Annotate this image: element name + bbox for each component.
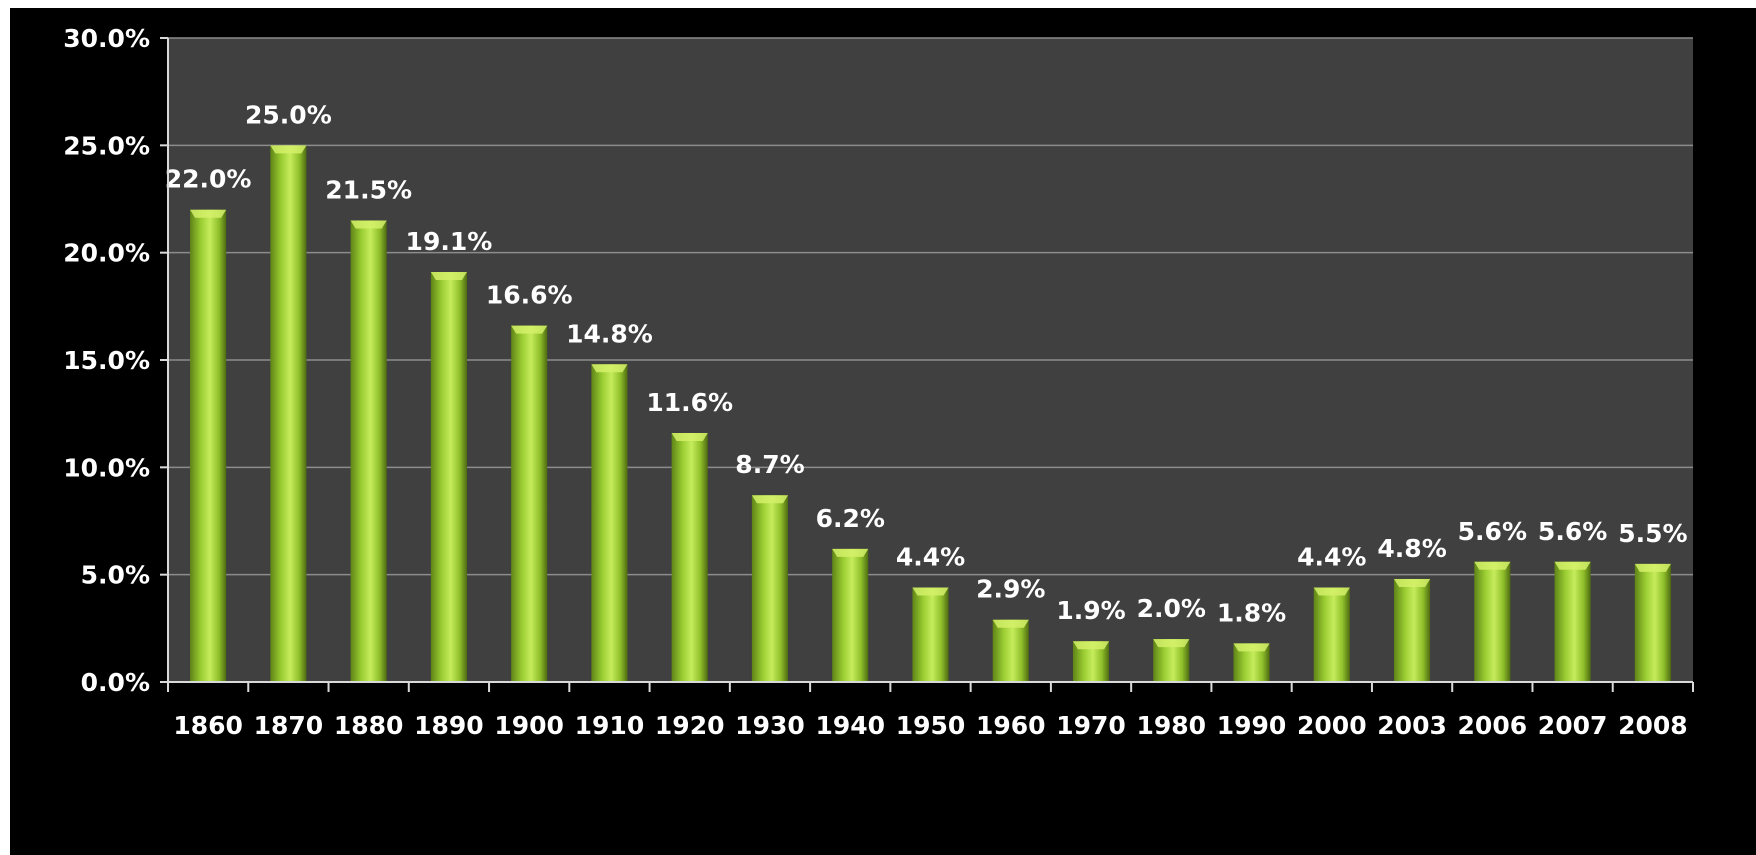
data-label: 22.0% [165, 165, 252, 194]
x-tick-label: 1890 [414, 711, 484, 740]
bar [992, 619, 1029, 682]
bar [511, 325, 548, 682]
bar [350, 220, 387, 682]
y-tick-label: 25.0% [63, 131, 150, 160]
x-tick-label: 1910 [575, 711, 645, 740]
x-tick-label: 2006 [1458, 711, 1528, 740]
y-tick-label: 20.0% [63, 239, 150, 268]
bar-cap [591, 364, 628, 373]
data-label: 4.8% [1377, 534, 1446, 563]
bar-cap [511, 325, 548, 334]
data-label: 2.9% [976, 575, 1045, 604]
x-tick-label: 1880 [334, 711, 404, 740]
data-label: 5.6% [1538, 517, 1607, 546]
bar [270, 145, 307, 683]
x-tick-label: 1950 [896, 711, 966, 740]
data-label: 6.2% [816, 504, 885, 533]
bar-cap [190, 209, 227, 218]
y-tick-label: 10.0% [63, 453, 150, 482]
data-label: 21.5% [325, 175, 412, 204]
bar [912, 587, 949, 682]
bar [1474, 561, 1511, 682]
x-tick-label: 2007 [1538, 711, 1608, 740]
bar-cap [430, 271, 467, 280]
bar [1554, 561, 1591, 682]
data-label: 4.4% [1297, 543, 1366, 572]
bar [591, 364, 628, 682]
y-tick-label: 30.0% [63, 24, 150, 53]
x-tick-label: 1960 [976, 711, 1046, 740]
bar [751, 495, 789, 682]
x-tick-label: 1970 [1056, 711, 1126, 740]
bar [832, 548, 869, 682]
x-tick-label: 1980 [1136, 711, 1206, 740]
bar-cap [1394, 578, 1431, 587]
data-label: 1.9% [1056, 596, 1125, 625]
bar-cap [1153, 639, 1190, 648]
data-label: 14.8% [566, 319, 653, 348]
x-tick-label: 1990 [1217, 711, 1287, 740]
bar [671, 432, 708, 682]
data-label: 19.1% [406, 227, 493, 256]
x-tick-label: 1870 [254, 711, 324, 740]
bar-cap [1233, 643, 1270, 652]
bar-cap [671, 432, 708, 441]
x-tick-label: 1900 [494, 711, 564, 740]
y-tick-label: 5.0% [81, 561, 150, 590]
bar-cap [992, 619, 1029, 628]
data-labels: 22.0% 25.0% 21.5% 19.1% 16.6% 14.8% 11.6% 8.7% 6… [165, 100, 1688, 627]
y-tick-label: 15.0% [63, 346, 150, 375]
gridlines [168, 37, 1693, 576]
x-tick-label: 2000 [1297, 711, 1367, 740]
data-label: 1.8% [1217, 598, 1286, 627]
chart-frame: 22.0% 25.0% 21.5% 19.1% 16.6% 14.8% 11.6% 8.7% 6… [10, 8, 1756, 855]
bars [190, 145, 1671, 683]
x-tick-label: 1920 [655, 711, 725, 740]
data-label: 5.5% [1618, 519, 1687, 548]
data-label: 2.0% [1137, 594, 1206, 623]
bar-chart: 22.0% 25.0% 21.5% 19.1% 16.6% 14.8% 11.6% 8.7% 6… [63, 24, 1694, 740]
bar-cap [1634, 563, 1671, 572]
bar [1634, 563, 1671, 682]
bar-cap [270, 145, 307, 154]
bar [190, 209, 227, 682]
x-tick-label: 1930 [735, 711, 805, 740]
bar-cap [1072, 641, 1110, 650]
data-label: 16.6% [486, 281, 573, 310]
axes: 0.0% 5.0% 10.0% 15.0% 20.0% 25.0% 30.0% 1860 187… [63, 24, 1694, 740]
bar-cap [832, 548, 869, 557]
bar-cap [751, 495, 789, 504]
y-tick-label: 0.0% [81, 668, 150, 697]
bar-cap [1554, 561, 1591, 570]
data-label: 4.4% [896, 543, 965, 572]
data-label: 5.6% [1458, 517, 1527, 546]
bar-cap [350, 220, 387, 229]
x-tick-label: 2008 [1618, 711, 1688, 740]
bar-cap [912, 587, 949, 596]
data-label: 8.7% [735, 450, 804, 479]
x-tick-label: 2003 [1377, 711, 1447, 740]
data-label: 11.6% [646, 388, 733, 417]
bar [1394, 578, 1431, 682]
bar-cap [1313, 587, 1350, 596]
x-tick-label: 1860 [173, 711, 243, 740]
x-tick-label: 1940 [815, 711, 885, 740]
bar-cap [1474, 561, 1511, 570]
data-label: 25.0% [245, 100, 332, 129]
bar [1313, 587, 1350, 682]
bar [430, 271, 467, 682]
